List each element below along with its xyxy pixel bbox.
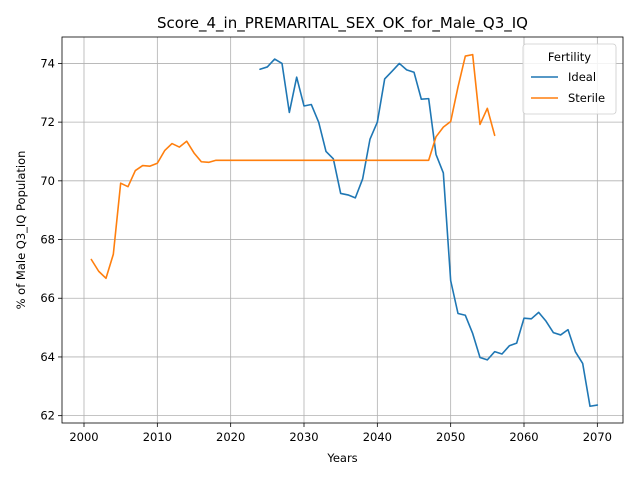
series-line-sterile <box>90 53 496 280</box>
x-tick-label: 2050 <box>436 430 465 444</box>
y-tick-label: 64 <box>40 350 55 364</box>
y-tick-label: 68 <box>40 233 55 247</box>
legend-box <box>522 43 617 115</box>
y-axis-label: % of Male Q3_IQ Population <box>14 151 28 310</box>
y-tick-label: 72 <box>40 115 55 129</box>
y-tick-label: 74 <box>40 56 55 70</box>
x-tick-label: 2010 <box>143 430 172 444</box>
series-lines <box>90 53 599 408</box>
x-axis-label: Years <box>326 451 357 465</box>
x-tick-label: 2060 <box>509 430 538 444</box>
x-axis: 2000 2010 2020 2030 2040 2050 2060 2070 <box>69 423 612 444</box>
y-tick-label: 66 <box>40 291 55 305</box>
legend: Fertility Ideal Sterile <box>522 43 617 115</box>
y-tick-label: 70 <box>40 174 55 188</box>
legend-label-ideal: Ideal <box>568 70 596 84</box>
y-tick-label: 62 <box>40 409 55 423</box>
legend-title: Fertility <box>548 50 591 64</box>
series-line-ideal <box>259 58 599 408</box>
legend-label-sterile: Sterile <box>568 91 605 105</box>
plot-frame <box>61 36 624 424</box>
chart-title: Score_4_in_PREMARITAL_SEX_OK_for_Male_Q3… <box>157 14 528 33</box>
x-tick-label: 2000 <box>69 430 98 444</box>
y-axis: 62 64 66 68 70 72 74 <box>40 56 62 423</box>
x-tick-label: 2040 <box>363 430 392 444</box>
x-tick-label: 2020 <box>216 430 245 444</box>
x-tick-label: 2070 <box>583 430 612 444</box>
x-tick-label: 2030 <box>289 430 318 444</box>
